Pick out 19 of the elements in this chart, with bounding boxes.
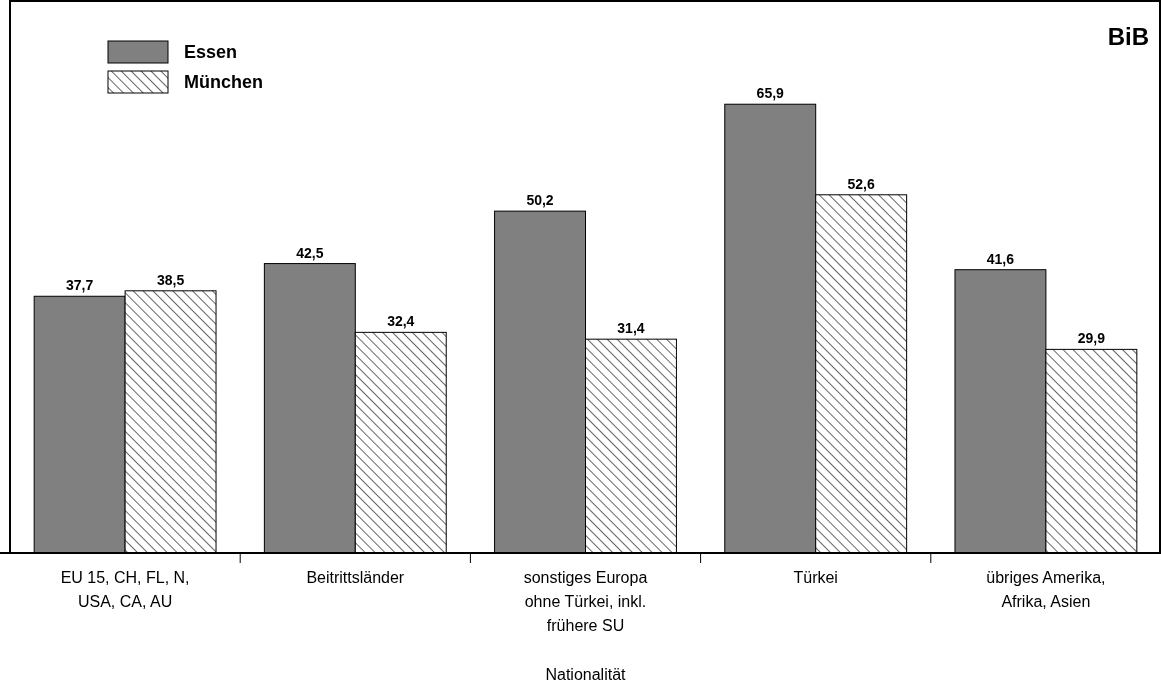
data-label: 38,5: [156, 271, 185, 288]
x-tick-label: Beitrittsländer: [306, 569, 405, 586]
x-axis-title: Nationalität: [545, 666, 627, 683]
data-label: 29,9: [1077, 330, 1106, 347]
data-label: 42,5: [296, 244, 324, 261]
data-label: 65,9: [756, 85, 785, 102]
legend-label: München: [184, 72, 263, 92]
legend-label: Essen: [184, 42, 238, 62]
x-tick-label: EU 15, CH, FL, N, USA, CA, AU: [60, 569, 190, 610]
data-label: 52,6: [847, 175, 875, 192]
data-label: 37,7: [66, 277, 94, 294]
x-tick-label: sonstiges Europa ohne Türkei, inkl. frühere SU: [523, 569, 648, 634]
text: BiB: [1107, 23, 1149, 50]
data-label: 32,4: [387, 313, 415, 330]
x-tick-label: Türkei: [793, 569, 838, 586]
data-label: 50,2: [526, 192, 554, 209]
x-tick-label: übriges Amerika, Afrika, Asien: [986, 569, 1106, 610]
data-label: 31,4: [617, 320, 645, 337]
data-label: 41,6: [986, 250, 1015, 267]
